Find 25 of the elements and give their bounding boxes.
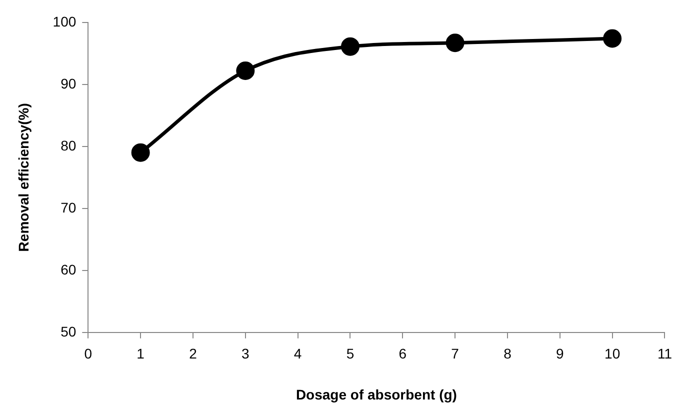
x-tick-label: 11 (657, 346, 672, 362)
y-tick-label: 50 (60, 323, 76, 340)
point (131, 143, 150, 162)
x-tick-label: 3 (242, 346, 250, 362)
x-tick-label: 0 (84, 346, 92, 362)
x-tick-label: 9 (556, 346, 564, 362)
x-tick-label: 6 (398, 346, 407, 362)
y-tick-label: 70 (60, 199, 76, 216)
x-tick-label: 4 (294, 346, 302, 362)
point (603, 29, 622, 48)
y-tick-label: 90 (60, 75, 76, 92)
point (446, 34, 464, 52)
x-tick-label: 5 (346, 346, 354, 362)
y-tick-label: 60 (60, 261, 76, 278)
point (340, 37, 360, 56)
x-tick-label: 10 (604, 346, 620, 362)
x-tick-label: 2 (189, 346, 198, 362)
x-tick-label: 8 (504, 346, 512, 362)
x-tick-label: 1 (136, 346, 145, 362)
point (236, 62, 255, 80)
x-axis-title: Dosage of absorbent (g) (296, 386, 457, 402)
y-tick-label: 100 (52, 13, 76, 30)
y-axis-title: Removal efficiency(%) (15, 103, 32, 252)
x-tick-label: 7 (451, 346, 460, 362)
y-tick-label: 80 (60, 137, 76, 154)
